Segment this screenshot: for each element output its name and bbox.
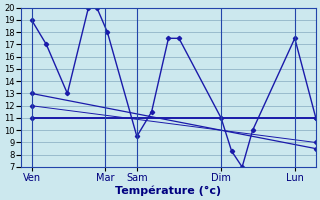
X-axis label: Température (°c): Température (°c)	[116, 185, 221, 196]
